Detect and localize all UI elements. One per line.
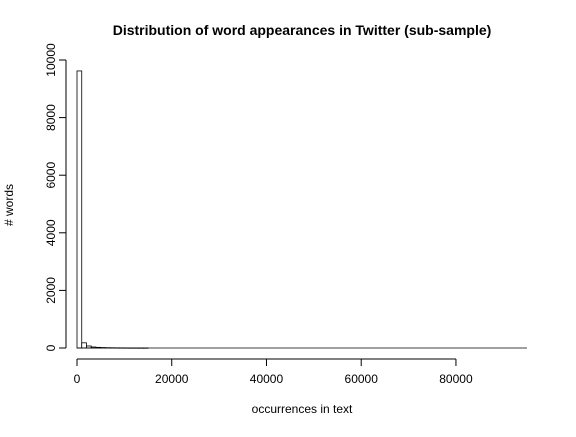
x-axis-label: occurrences in text: [252, 402, 353, 416]
histogram-bars: [77, 71, 527, 348]
y-tick-label: 10000: [44, 43, 58, 77]
y-tick-label: 4000: [44, 219, 58, 246]
x-tick-label: 60000: [345, 372, 379, 386]
x-axis: 0 20000 40000 60000 80000: [74, 359, 473, 386]
y-tick-label: 8000: [44, 104, 58, 131]
x-tick-label: 40000: [250, 372, 284, 386]
y-axis-label: # words: [2, 184, 16, 226]
chart-title: Distribution of word appearances in Twit…: [113, 22, 492, 38]
y-tick-label: 0: [44, 344, 58, 351]
x-tick-label: 0: [74, 372, 81, 386]
y-tick-label: 6000: [44, 162, 58, 189]
histogram-bar: [77, 71, 82, 348]
histogram-bar: [82, 343, 87, 348]
x-tick-label: 20000: [155, 372, 189, 386]
x-tick-label: 80000: [439, 372, 473, 386]
y-axis: 0 2000 4000 6000 8000 10000: [44, 43, 66, 351]
y-tick-label: 2000: [44, 277, 58, 304]
